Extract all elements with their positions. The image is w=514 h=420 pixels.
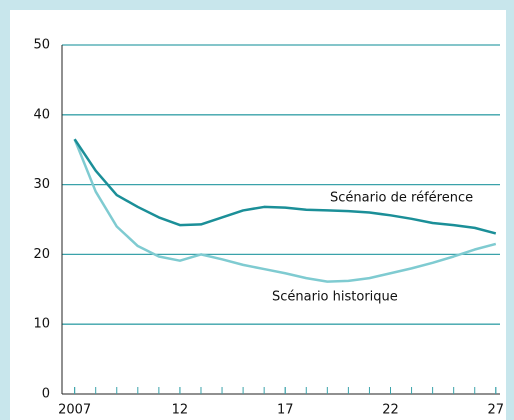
panel	[10, 10, 506, 420]
x-tick-label: 27	[488, 403, 505, 418]
x-tick-label: 22	[382, 403, 399, 418]
x-tick-label: 12	[172, 403, 189, 418]
y-tick-label: 30	[33, 177, 50, 192]
x-tick-label: 2007	[58, 403, 91, 418]
series-label: Scénario historique	[272, 290, 398, 305]
y-tick-label: 50	[33, 38, 50, 53]
y-tick-label: 40	[33, 107, 50, 122]
x-tick-label: 17	[277, 403, 294, 418]
y-tick-label: 0	[42, 387, 50, 402]
y-tick-label: 20	[33, 247, 50, 262]
series-line	[73, 138, 497, 235]
series-line	[73, 138, 497, 283]
y-tick-label: 10	[33, 317, 50, 332]
series-label: Scénario de référence	[330, 191, 473, 206]
